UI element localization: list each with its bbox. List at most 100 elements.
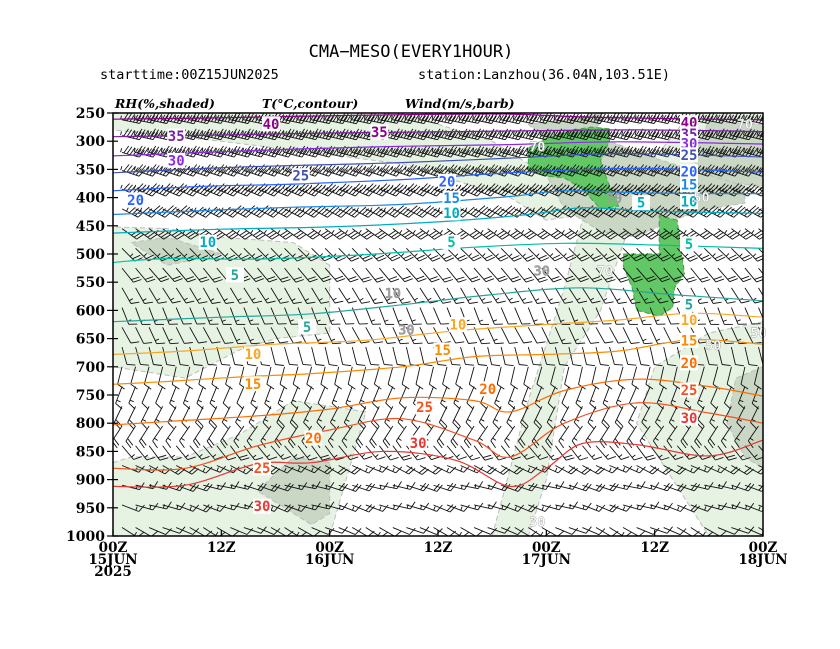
wind-barb-feather [474,233,483,240]
wind-barb-feather [297,209,305,217]
wind-barb-feather [390,114,396,123]
wind-barb-feather [356,184,364,192]
wind-barb [541,205,565,218]
wind-barb-feather [176,115,183,124]
wind-barb-feather [478,184,485,192]
wind-barb-feather [247,169,254,177]
wind-barb-feather [606,186,613,194]
wind-barb-feather [516,183,523,191]
wind-barb-half-feather [602,230,606,234]
wind-barb-feather [342,132,348,140]
wind-barb-feather [243,209,251,217]
wind-barb-feather [355,132,362,140]
wind-barb-feather [379,115,386,124]
wind-barb-feather [268,130,274,139]
wind-barb-feather [620,130,626,139]
wind-barb-feather [389,208,397,215]
wind-barb-half-feather [126,207,129,212]
wind-barb-feather [294,208,302,215]
wind-barb [487,228,510,240]
wind-barb-feather [313,145,319,154]
wind-barb-staff [284,188,302,197]
wind-barb-feather [767,130,772,137]
wind-barb-feather [340,164,347,172]
wind-barb-feather [495,147,501,155]
wind-barb-feather [742,114,748,123]
wind-barb-feather [537,230,545,236]
wind-barb-feather [136,128,143,137]
wind-barb-feather [508,114,515,122]
wind-barb-feather [599,169,606,177]
wind-barb-feather [335,148,342,156]
wind-barb-feather [478,146,485,155]
wind-barb-feather [397,146,404,155]
wind-barb-feather [715,148,721,156]
wind-barb-feather [427,114,434,122]
wind-barb-feather [541,168,549,176]
wind-barb-feather [447,131,453,140]
wind-barb [731,228,754,240]
wind-barb-feather [189,168,196,176]
wind-barb-feather [742,148,748,156]
wind-barb-feather [586,184,594,192]
wind-barb-half-feather [445,115,447,120]
wind-barb-feather [512,114,518,123]
wind-barb-feather [640,115,646,124]
wind-barb-half-feather [133,131,136,136]
wind-barb-feather [420,115,426,124]
wind-barb-feather [556,183,564,191]
wind-barb-feather [732,128,739,137]
wind-barb-feather [299,183,306,191]
wind-barb-feather [613,184,621,192]
wind-barb-feather [705,145,712,154]
wind-barb-feather [248,184,255,192]
wind-barb [309,128,335,141]
wind-barb [187,113,213,125]
wind-barb-feather [542,115,548,124]
wind-barb-feather [638,211,646,218]
wind-barb [309,164,335,177]
wind-barb-feather [606,114,613,123]
wind-barb-feather [312,233,321,240]
wind-barb-feather [465,146,471,155]
wind-barb-half-feather [323,148,326,153]
wind-barb-half-feather [282,148,285,153]
wind-barb-feather [671,130,677,138]
wind-barb-feather [770,131,775,138]
wind-barb-feather [281,167,288,175]
wind-barb-feather [409,149,416,158]
wind-barb-feather [243,188,251,196]
wind-barb-half-feather [404,148,407,153]
wind-barb [582,205,605,218]
wind-barb-feather [320,230,329,236]
wind-barb-feather [559,113,566,122]
wind-barb-feather [610,115,616,124]
wind-barb-feather [770,233,777,238]
wind-barb-feather [247,132,253,140]
wind-barb [607,145,633,158]
wind-barb [609,228,632,240]
wind-barb-feather [468,166,475,174]
wind-barb-feather [731,149,738,157]
wind-barb-feather [605,230,613,236]
wind-barb-feather [295,130,301,139]
wind-barb-feather [350,232,358,238]
wind-barb-feather [460,168,467,176]
wind-barb-feather [346,166,353,174]
wind-barb-feather [434,128,441,137]
wind-barb-half-feather [120,166,123,171]
wind-barb [758,208,763,212]
wind-barb-feather [450,132,457,141]
wind-barb-feather [515,149,521,157]
wind-barb-feather [605,208,613,215]
wind-barb-feather [546,113,552,122]
wind-barb-feather [476,189,484,197]
wind-barb-feather [126,146,133,155]
wind-barb-feather [622,188,630,196]
wind-barb-feather [383,146,390,155]
wind-barb-feather [725,114,731,122]
wind-barb-feather [427,166,434,174]
wind-barb [336,164,362,177]
wind-barb-feather [522,130,528,138]
wind-barb-feather [568,209,576,217]
